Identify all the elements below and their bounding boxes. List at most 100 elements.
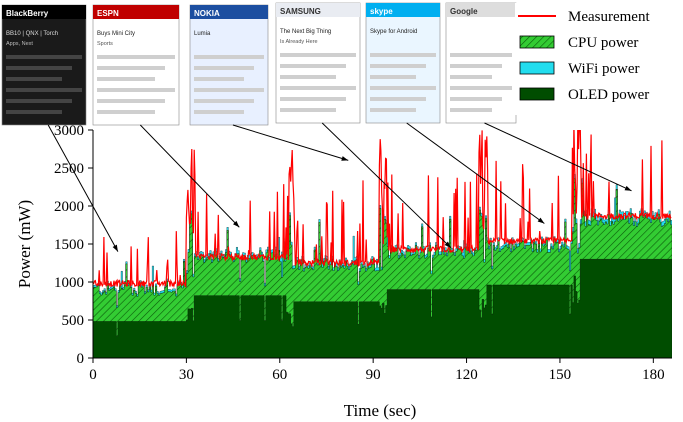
y-ticks: 0 500 1000 1500 2000 2500 3000 [54,123,93,367]
screenshot-content-line [370,108,416,112]
screenshot-content-line [450,97,502,101]
screenshot-title: BlackBerry [6,9,49,18]
screenshot-header [366,3,440,17]
y-tick-label-1000: 1000 [54,275,84,291]
app-screenshots: BlackBerry BB10 | QNX | Torch Apps, Next ES… [1,2,517,126]
x-tick-label-0: 0 [89,367,97,383]
arrowhead-skype [537,217,545,224]
screenshot-caption: Is Already Here [280,39,318,45]
screenshot-content-line [194,55,264,59]
x-tick-label-90: 90 [366,367,381,383]
screenshot-title: NOKIA [194,9,220,18]
screenshot-content-line [280,64,346,68]
screenshot-frame [445,2,517,124]
arrowhead-nokia [341,156,349,161]
screenshot-content-line [194,77,244,81]
measurement-line [93,130,672,289]
screenshot-content-line [97,66,165,70]
arrow-skype [406,122,545,224]
y-tick-label-3000: 3000 [54,123,84,139]
screenshot-content-line [6,99,72,103]
x-tick-label-30: 30 [179,367,194,383]
screenshot-content-line [280,75,336,79]
legend-swatch-wifi [519,61,555,75]
arrowhead-blackberry [112,244,118,252]
screenshot-content-line [194,99,254,103]
screenshot-content-line [194,110,244,114]
screenshot-blackberry: BlackBerry BB10 | QNX | Torch Apps, Next [1,4,87,126]
x-axis-title: Time (sec) [344,401,417,420]
screenshot-content-line [97,55,175,59]
arrow-espn [139,124,240,228]
y-tick-label-1500: 1500 [54,237,84,253]
screenshot-title: skype [370,7,393,16]
y-tick-label-0: 0 [77,351,85,367]
screenshot-content-line [280,97,346,101]
screenshot-samsung: SAMSUNG The Next Big Thing Is Already Here [275,2,361,124]
screenshot-content-line [97,110,155,114]
arrow-blackberry [47,124,119,252]
annotation-arrows [47,122,632,252]
arrowhead-google [624,185,632,191]
y-axis-title: Power (mW) [15,200,34,288]
y-tick-label-2000: 2000 [54,199,84,215]
screenshot-content-line [370,75,416,79]
screenshot-content-line [194,88,264,92]
x-tick-label-60: 60 [272,367,287,383]
screenshot-headline: BB10 | QNX | Torch [6,31,58,37]
screenshot-header [2,5,86,19]
legend-label-oled: OLED power [568,87,649,103]
screenshot-title: Google [450,7,478,16]
arrow-nokia [232,124,349,161]
screenshot-title: SAMSUNG [280,7,321,16]
y-tick-label-2500: 2500 [54,161,84,177]
screenshot-content-line [450,86,512,90]
x-ticks: 0 30 60 90 120 150 180 [89,358,665,383]
legend-label-cpu: CPU power [568,35,638,51]
x-tick-label-150: 150 [549,367,572,383]
screenshot-content-line [6,110,62,114]
screenshot-header [446,3,516,17]
screenshot-caption: Apps, Next [6,41,33,47]
screenshot-header [276,3,360,17]
screenshot-content-line [450,64,502,68]
screenshot-content-line [450,53,512,57]
screenshot-frame [1,4,87,126]
screenshot-headline: Lumia [194,31,211,37]
screenshot-content-line [6,77,62,81]
screenshot-content-line [97,88,175,92]
measurement-line-group [93,130,672,289]
screenshot-content-line [450,75,492,79]
screenshot-content-line [280,86,356,90]
screenshot-frame [275,2,361,124]
oled-power-area [93,259,672,358]
arrowhead-samsung [444,241,451,248]
screenshot-content-line [6,66,72,70]
screenshot-nokia: NOKIA Lumia [189,4,269,126]
arrowhead-espn [233,220,240,228]
arrow-google [484,122,632,192]
arrow-samsung [321,122,452,249]
screenshot-title: ESPN [97,9,119,18]
screenshot-google: Google [445,2,517,124]
screenshot-content-line [6,88,82,92]
screenshot-content-line [370,53,436,57]
screenshot-content-line [280,108,336,112]
screenshot-content-line [370,64,426,68]
screenshot-frame [189,4,269,126]
screenshot-caption: Sports [97,41,113,47]
screenshot-content-line [97,99,165,103]
screenshot-headline: Buys Mini City [97,31,135,37]
x-tick-label-180: 180 [642,367,665,383]
legend-swatch-cpu [519,35,555,49]
legend-label-wifi: WiFi power [568,61,639,77]
screenshot-frame [365,2,441,124]
screenshot-skype: skype Skype for Android [365,2,441,124]
screenshot-content-line [450,108,492,112]
screenshot-content-line [97,77,155,81]
screenshot-espn: ESPN Buys Mini City Sports [92,4,180,126]
legend: Measurement CPU power WiFi power OLED po… [515,3,682,115]
screenshot-header [190,5,268,19]
legend-swatch-oled [519,87,555,101]
